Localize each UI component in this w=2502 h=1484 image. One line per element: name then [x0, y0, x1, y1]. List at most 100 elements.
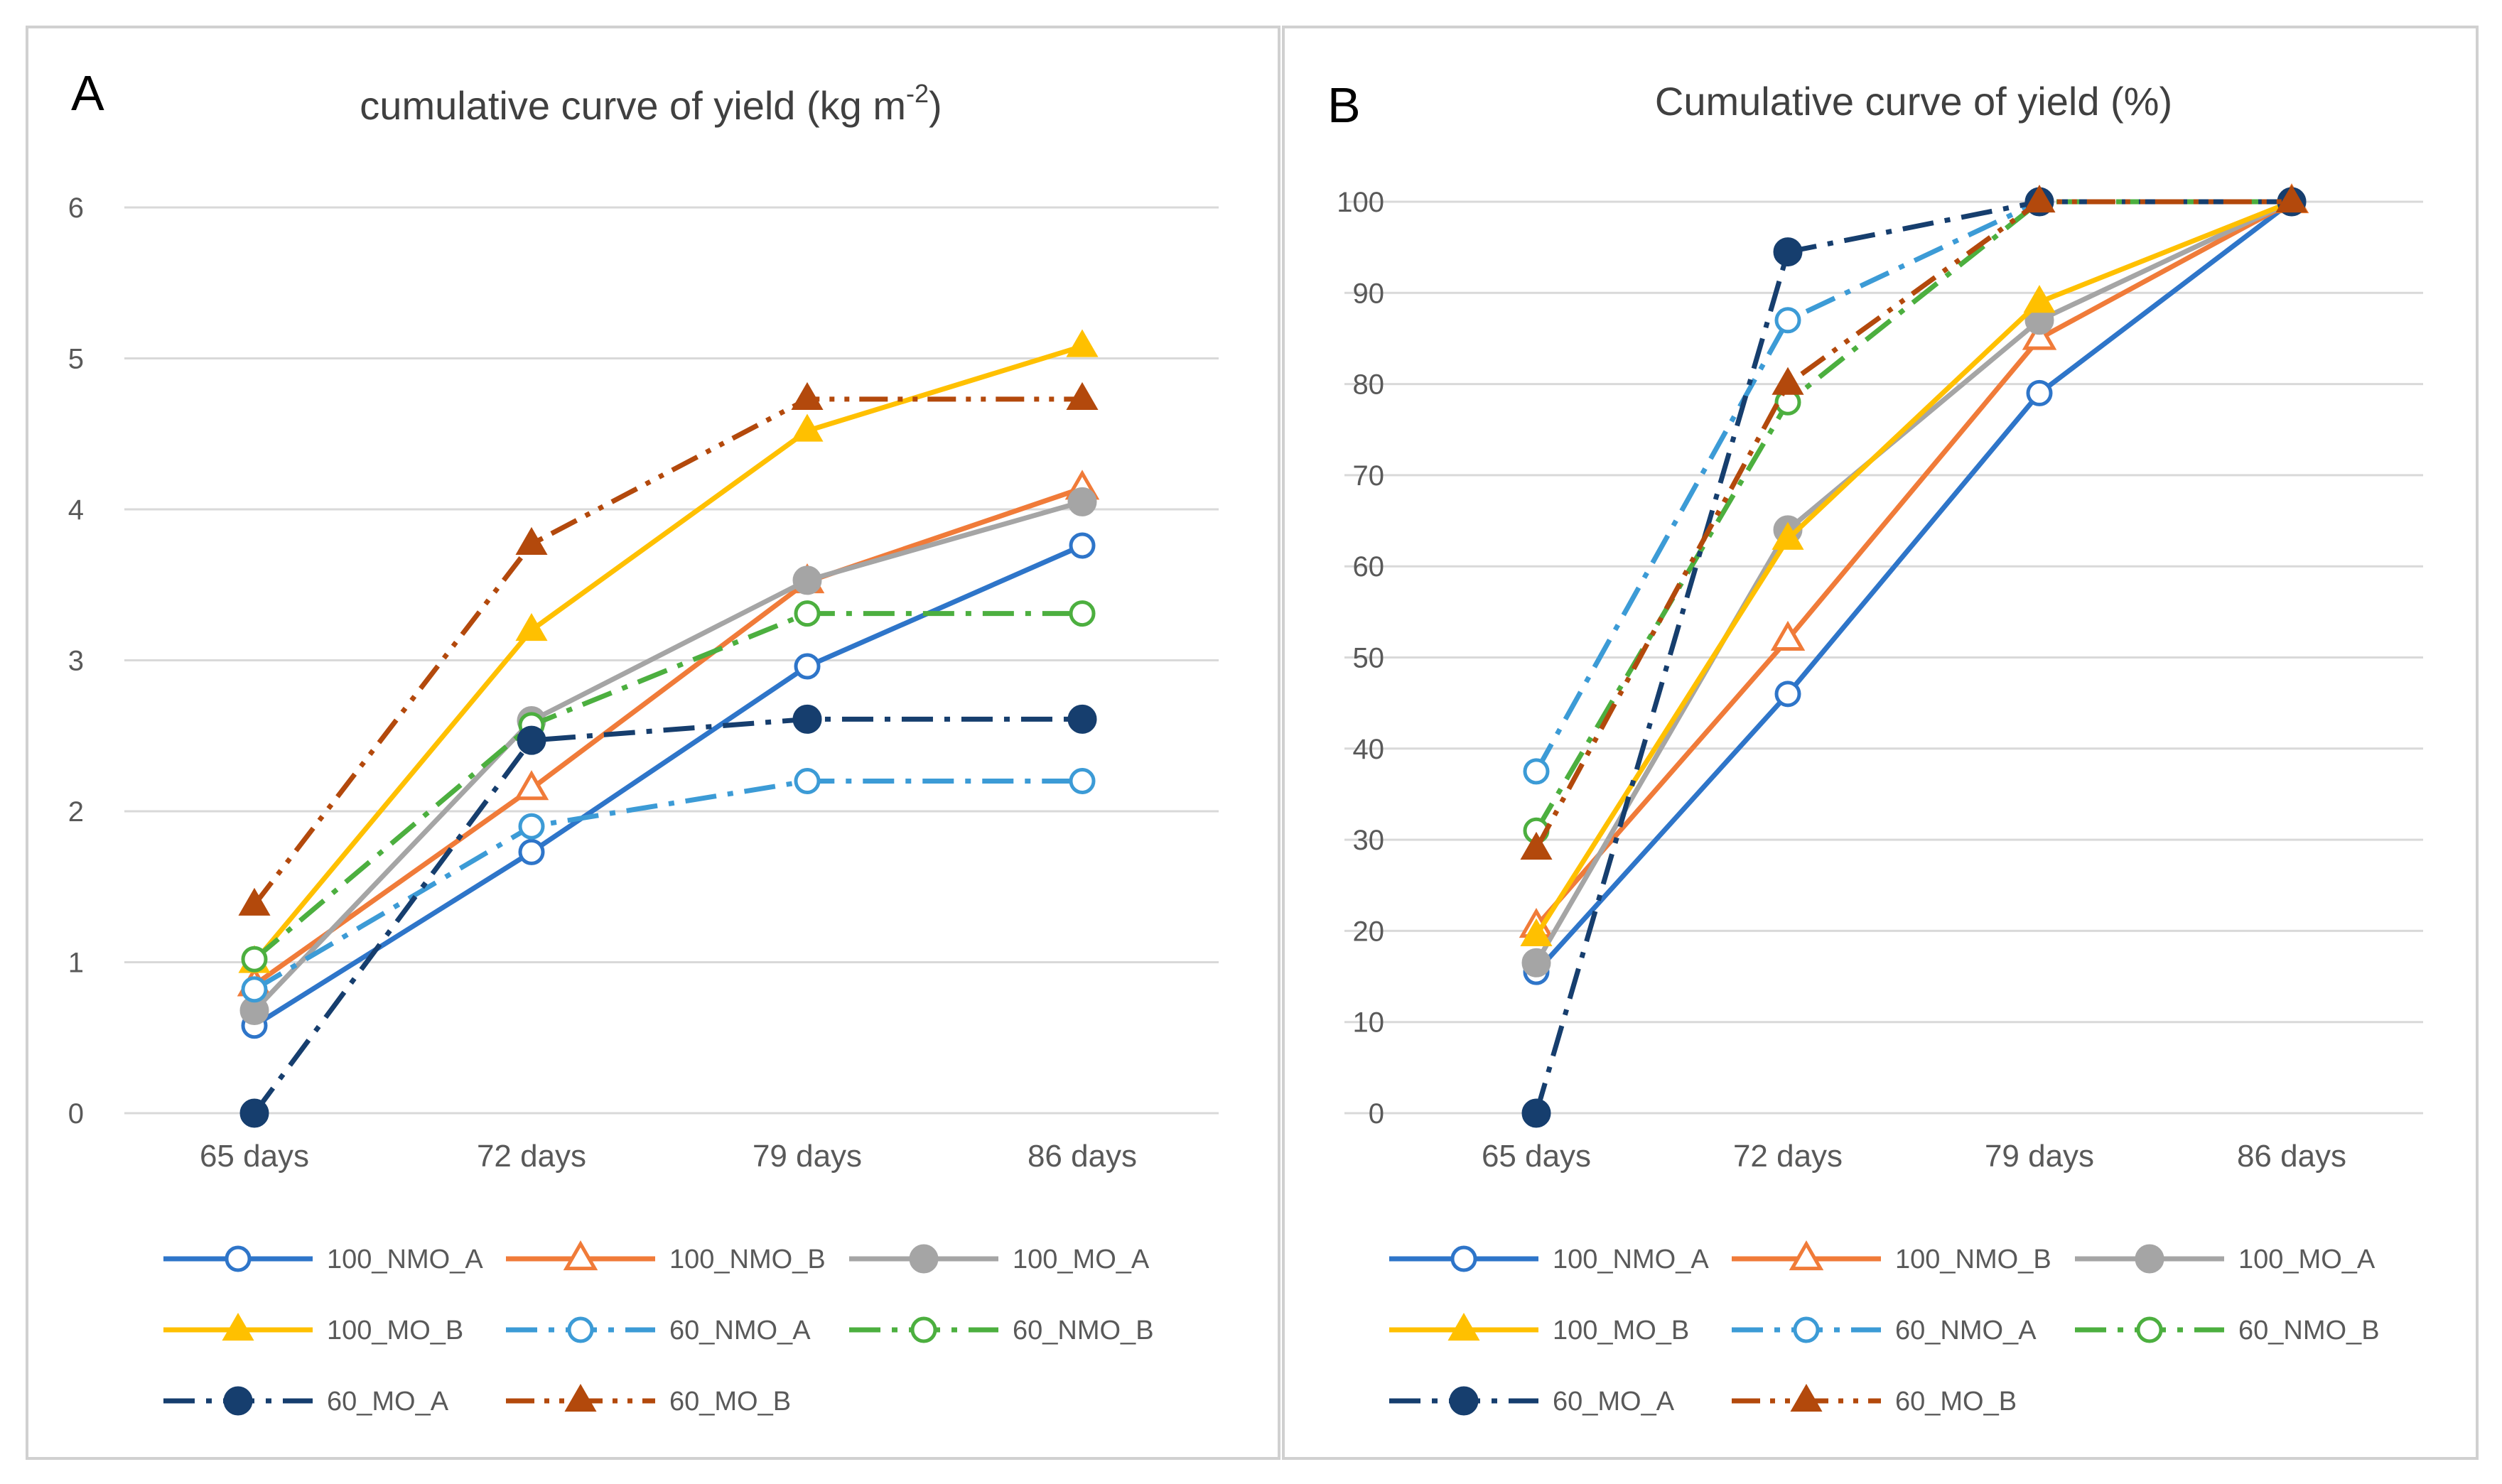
panel-b-legend-entry: 100_MO_A	[2075, 1244, 2376, 1274]
panel-b-series-line	[1533, 199, 2293, 965]
panel-a-data-point	[238, 887, 271, 916]
panel-b-data-point	[1521, 1098, 1551, 1128]
panel-b-ytick-label: 80	[1353, 369, 1385, 401]
panel-b-legend-entry: 60_NMO_A	[1732, 1316, 2037, 1345]
panel-a-data-point	[515, 526, 548, 556]
panel-b-xtick-label: 86 days	[2237, 1139, 2346, 1174]
panel-b-legend-entry: 60_MO_B	[1732, 1383, 2017, 1417]
panel-a-data-point	[518, 813, 545, 840]
panel-b-data-point	[1520, 831, 1553, 860]
panel-b-legend-marker	[1789, 1240, 1824, 1271]
panel-b-xtick-label: 65 days	[1482, 1139, 1591, 1174]
panel-a-frame	[26, 26, 1280, 1460]
panel-b-ytick-label: 40	[1353, 734, 1385, 765]
panel-b-data-point	[1773, 237, 1803, 267]
panel-b-series-line	[1534, 200, 2294, 974]
panel-a-legend-marker	[567, 1316, 594, 1343]
panel-a-ytick-label: 0	[68, 1098, 84, 1130]
panel-a-series-line	[252, 396, 1082, 906]
panel-b-data-point	[1520, 918, 1553, 946]
panel-a-legend-marker	[909, 1244, 939, 1274]
panel-a-ytick-label: 4	[68, 494, 84, 526]
panel-b-data-point	[2026, 379, 2053, 406]
panel-b-legend-marker	[1450, 1245, 1477, 1272]
panel-b-ytick-label: 100	[1337, 187, 1384, 218]
panel-a-legend-label: 100_NMO_A	[327, 1245, 483, 1274]
panel-b-legend-label: 60_MO_B	[1895, 1387, 2017, 1417]
panel-a-data-point	[517, 725, 546, 755]
panel-b-legend-entry: 100_MO_B	[1389, 1312, 1689, 1345]
panel-a-data-point	[1069, 768, 1096, 794]
panel-b-data-point	[2275, 184, 2308, 213]
panel-a-xtick-label: 72 days	[477, 1139, 586, 1174]
panel-a-series-line	[253, 543, 1084, 1028]
panel-b-legend-label: 60_MO_A	[1553, 1387, 1675, 1417]
panel-a-data-point	[1067, 704, 1097, 734]
panel-b-ytick-label: 10	[1353, 1007, 1385, 1039]
panel-a-legend-entry: 100_MO_B	[163, 1312, 463, 1345]
panel-a-data-point	[239, 1098, 269, 1128]
panel-a-legend-label: 60_NMO_B	[1013, 1316, 1154, 1345]
panel-b-data-point	[1770, 620, 1806, 651]
panel-a-series-60-mo-b	[238, 381, 1099, 916]
panel-b-data-point	[1521, 948, 1551, 977]
panel-a-legend-label: 100_MO_B	[327, 1316, 463, 1345]
panel-b-data-point	[2022, 320, 2057, 350]
panel-b-ytick-label: 70	[1353, 460, 1385, 492]
panel-a-legend-entry: 100_NMO_B	[506, 1240, 826, 1274]
panel-a-data-point	[1066, 329, 1099, 357]
panel-a-ytick-label: 3	[68, 646, 84, 677]
panel-a-data-point	[794, 768, 821, 794]
panel-a-data-point	[518, 838, 545, 865]
panel-a-series-60-mo-a	[239, 704, 1097, 1128]
panel-a-data-point	[794, 600, 821, 627]
panel-a-series-60-nmo-a	[241, 768, 1096, 1003]
panel-b-series-100-mo-b	[1520, 184, 2308, 946]
panel-a-legend-label: 60_MO_B	[669, 1387, 791, 1417]
panel-a-data-point	[792, 704, 822, 734]
panel-a-data-point	[1067, 487, 1097, 516]
panel-a-series-line	[252, 344, 1084, 964]
panel-b-xtick-label: 72 days	[1733, 1139, 1843, 1174]
panel-a-label: A	[71, 65, 104, 121]
panel-b-data-point	[1523, 758, 1550, 785]
panel-a-legend-label: 100_NMO_B	[669, 1245, 826, 1274]
panel-a-series-line	[252, 499, 1083, 1012]
panel-a-legend-label: 100_MO_A	[1013, 1245, 1150, 1274]
panel-a-series-line	[252, 485, 1084, 987]
panel-a-legend-entry: 60_NMO_A	[506, 1316, 811, 1345]
panel-a-legend-marker	[563, 1240, 598, 1271]
panel-b-series-line	[1533, 199, 2292, 850]
panel-a-data-point	[515, 612, 548, 641]
panel-b-data-point	[1772, 521, 1804, 550]
panel-b-data-point	[1774, 307, 1801, 334]
panel-a-data-point	[1066, 381, 1099, 411]
panel-b-legend-entry: 60_MO_A	[1389, 1386, 1675, 1417]
panel-a-legend-marker	[223, 1386, 253, 1416]
panel-b-ytick-label: 90	[1353, 278, 1385, 309]
panel-b-legend-label: 100_MO_A	[2238, 1245, 2376, 1274]
panel-b-ytick-label: 0	[1369, 1098, 1384, 1130]
panel-b-legend-entry: 100_NMO_B	[1732, 1240, 2051, 1274]
panel-a-data-point	[791, 381, 824, 411]
panel-b-legend-marker	[2135, 1244, 2164, 1274]
panel-a-title: cumulative curve of yield (kg m-2)	[360, 79, 942, 128]
panel-a-legend-marker	[564, 1383, 597, 1412]
panel-b-frame	[1282, 26, 2479, 1460]
panel-a-ytick-label: 6	[68, 193, 84, 224]
panel-a-legend-entry: 100_MO_A	[849, 1244, 1150, 1274]
panel-a-legend-marker	[225, 1245, 252, 1272]
panel-b-legend-marker	[1449, 1386, 1479, 1416]
panel-a-xtick-label: 86 days	[1028, 1139, 1137, 1174]
panel-b-data-point	[1774, 681, 1801, 708]
panel-b-label: B	[1327, 77, 1361, 133]
panel-b-legend-entry: 100_NMO_A	[1389, 1245, 1709, 1274]
panel-a-ytick-label: 5	[68, 344, 84, 375]
panel-b-legend-label: 100_NMO_B	[1895, 1245, 2051, 1274]
panel-b-xtick-label: 79 days	[1985, 1139, 2094, 1174]
panel-b-ytick-label: 30	[1353, 825, 1385, 856]
panel-b-series-60-mo-b	[1520, 184, 2308, 860]
panel-b-legend-label: 100_NMO_A	[1553, 1245, 1709, 1274]
